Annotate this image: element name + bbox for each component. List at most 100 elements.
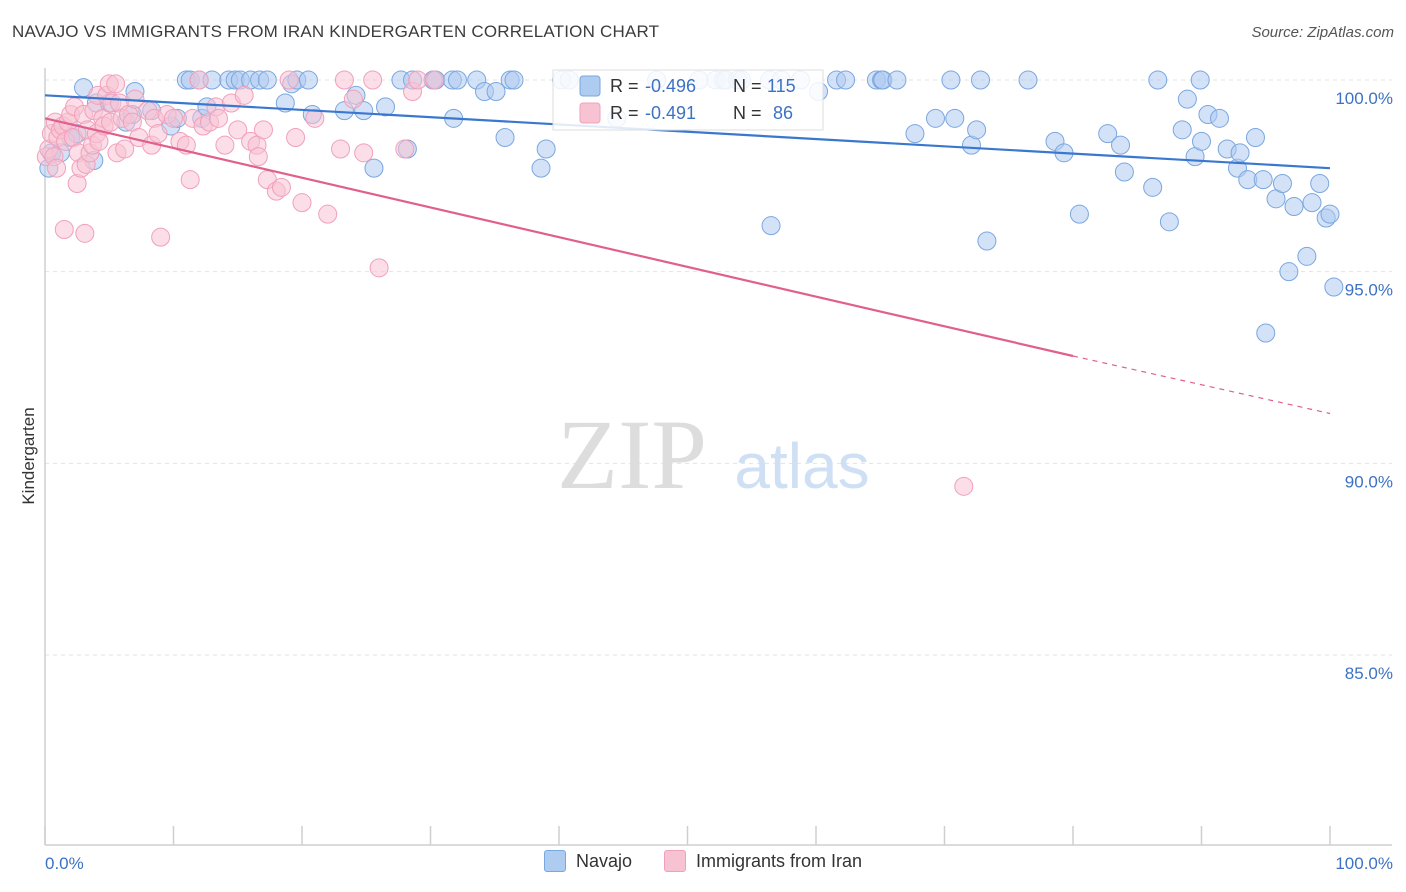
y-axis-title: Kindergarten	[19, 407, 38, 504]
iran-point	[180, 170, 200, 190]
iran-point	[279, 70, 299, 90]
legend-label-navajo: Navajo	[575, 850, 632, 871]
iran-point	[292, 193, 312, 213]
navajo-point	[1320, 204, 1340, 224]
navajo-point	[1018, 70, 1038, 90]
legend-n-label-1: N =	[733, 76, 762, 96]
navajo-point	[531, 158, 551, 178]
iran-point	[228, 120, 248, 140]
iran-point	[305, 108, 325, 128]
iran-point	[248, 147, 268, 167]
navajo-point	[1177, 89, 1197, 109]
iran-point	[164, 108, 183, 128]
navajo-point	[1190, 70, 1210, 90]
navajo-point	[1114, 162, 1134, 182]
navajo-point	[1159, 212, 1179, 232]
navajo-point	[970, 70, 990, 90]
navajo-point	[1297, 246, 1317, 266]
iran-point	[354, 143, 374, 163]
navajo-trend-line	[44, 94, 1331, 170]
iran-point	[954, 476, 974, 496]
legend-r-label-2: R =	[610, 103, 639, 123]
iran-point	[286, 128, 306, 147]
data-points	[36, 70, 1344, 496]
navajo-point	[275, 93, 295, 113]
navajo-point	[1279, 262, 1299, 282]
iran-point	[363, 70, 383, 90]
watermark-atlas: atlas	[734, 430, 869, 502]
iran-point	[343, 89, 363, 109]
navajo-point	[905, 124, 925, 144]
navajo-point	[1284, 197, 1304, 216]
bottom-legend: Navajo Immigrants from Iran	[0, 850, 1406, 872]
navajo-point	[1143, 177, 1163, 197]
navajo-point	[941, 70, 961, 90]
navajo-point	[447, 70, 467, 90]
navajo-point	[836, 70, 856, 90]
iran-point	[271, 177, 291, 197]
x-tick-label-max: 100.0%	[1335, 854, 1393, 873]
iran-point	[189, 70, 209, 90]
navajo-point	[1148, 70, 1168, 90]
navajo-point	[1192, 131, 1211, 151]
iran-point	[215, 135, 235, 155]
navajo-point	[887, 70, 907, 90]
iran-point	[47, 158, 67, 178]
iran-trend-line	[44, 117, 1074, 358]
navajo-swatch	[543, 850, 566, 872]
legend-r-label-1: R =	[610, 76, 639, 96]
iran-point	[253, 120, 273, 140]
y-tick-label: 95.0%	[1345, 281, 1393, 300]
legend-label-iran: Immigrants from Iran	[695, 850, 863, 871]
iran-point	[334, 70, 354, 90]
iran-point	[148, 124, 168, 144]
legend-n-value-2: 86	[773, 103, 793, 123]
legend-item-iran: Immigrants from Iran	[663, 850, 863, 872]
legend-n-value-1: 115	[767, 76, 796, 96]
navajo-point	[257, 70, 277, 90]
navajo-point	[1253, 170, 1273, 190]
navajo-point	[1209, 108, 1229, 128]
iran-point	[331, 139, 351, 159]
legend-swatch-iran	[579, 102, 601, 124]
grid	[45, 79, 1392, 656]
iran-point	[234, 85, 254, 105]
iran-point	[395, 139, 415, 159]
navajo-point	[926, 108, 946, 128]
navajo-point	[1272, 174, 1292, 193]
y-tick-label: 85.0%	[1345, 664, 1393, 683]
iran-point	[75, 223, 95, 243]
x-tick-labels: 0.0% 100.0%	[45, 854, 1393, 873]
navajo-point	[504, 70, 524, 90]
navajo-point	[1098, 124, 1118, 144]
axes	[44, 68, 1392, 846]
iran-point	[408, 70, 428, 90]
navajo-point	[495, 128, 515, 147]
watermark-zip: ZIP	[557, 399, 707, 510]
watermark: ZIP atlas	[557, 399, 870, 510]
navajo-point	[1069, 204, 1089, 224]
iran-point	[318, 204, 338, 224]
navajo-point	[761, 216, 781, 236]
iran-swatch	[663, 850, 686, 872]
navajo-point	[1256, 323, 1276, 343]
navajo-point	[364, 158, 384, 178]
y-tick-label: 100.0%	[1335, 89, 1393, 108]
legend-n-label-2: N =	[733, 103, 762, 123]
legend-swatch-navajo	[579, 75, 601, 97]
iran-trend-extension	[1072, 355, 1331, 415]
legend-r-value-2: -0.491	[645, 103, 696, 123]
navajo-point	[1310, 174, 1330, 193]
chart-title: NAVAJO VS IMMIGRANTS FROM IRAN KINDERGAR…	[12, 22, 660, 41]
navajo-point	[376, 97, 396, 117]
legend-item-navajo: Navajo	[543, 850, 632, 872]
navajo-point	[967, 120, 987, 140]
navajo-point	[1302, 193, 1322, 213]
x-tick-label-min: 0.0%	[45, 854, 84, 873]
navajo-point	[486, 82, 506, 101]
navajo-point	[1245, 128, 1265, 147]
trend-lines	[44, 94, 1331, 415]
iran-point	[151, 227, 171, 247]
navajo-point	[1172, 120, 1192, 140]
